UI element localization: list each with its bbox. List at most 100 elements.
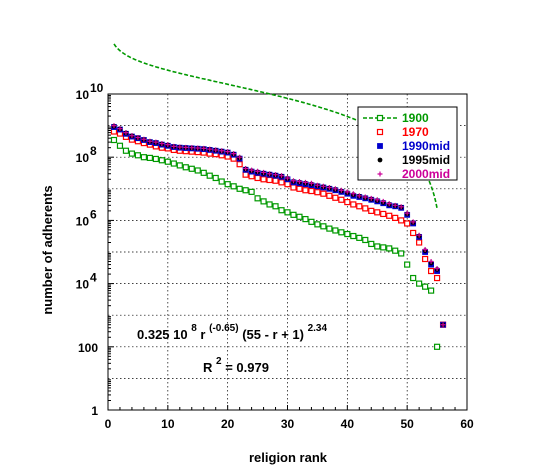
- y-tick-exponent: 8: [90, 144, 97, 158]
- data-point: [356, 203, 363, 210]
- data-point: [380, 198, 386, 204]
- data-point: [230, 183, 237, 190]
- data-point: [195, 145, 201, 151]
- fit-curve-layer: [113, 43, 438, 209]
- data-point: [260, 198, 267, 205]
- data-point: [422, 283, 429, 290]
- data-point: [200, 169, 207, 176]
- data-point: [141, 136, 147, 142]
- data-point: [433, 343, 441, 350]
- data-point: [428, 287, 435, 294]
- data-point: [368, 195, 374, 201]
- data-point: [338, 229, 345, 236]
- data-point: [344, 189, 350, 195]
- data-point: [159, 141, 165, 147]
- data-point: [422, 255, 429, 263]
- data-point: [183, 144, 189, 150]
- x-tick-label: 60: [460, 417, 474, 431]
- data-point: [278, 207, 285, 214]
- data-point: [207, 146, 213, 152]
- data-point: [434, 266, 440, 272]
- data-point: [147, 138, 153, 144]
- data-point: [326, 225, 333, 232]
- legend-label: 1900: [402, 111, 429, 125]
- data-point: [314, 221, 321, 228]
- data-point: [368, 207, 375, 214]
- data-point: [255, 168, 261, 174]
- fit-formula-r: r: [200, 327, 205, 342]
- data-point: [422, 246, 428, 252]
- data-point: [296, 179, 302, 185]
- data-point: [225, 149, 231, 155]
- data-point: [302, 215, 309, 223]
- data-point: [440, 322, 446, 328]
- data-point: [218, 178, 225, 185]
- data-point: [398, 204, 404, 210]
- data-point: [308, 218, 315, 225]
- data-point: [248, 188, 255, 195]
- legend-label: 2000mid: [402, 167, 450, 181]
- r-squared-value: = 0.979: [225, 360, 269, 375]
- data-point: [356, 234, 363, 241]
- x-tick-label: 20: [221, 417, 235, 431]
- legend-label: 1995mid: [402, 153, 450, 167]
- data-point: [308, 180, 314, 186]
- data-point: [284, 209, 291, 216]
- data-point: [356, 193, 362, 199]
- data-point: [404, 210, 410, 216]
- legend-marker: [377, 143, 383, 149]
- data-point: [296, 185, 303, 192]
- data-point: [129, 133, 135, 139]
- legend-marker: [377, 171, 383, 177]
- data-point: [350, 232, 357, 240]
- y-tick-exponent: 10: [90, 81, 104, 95]
- data-point: [416, 232, 422, 238]
- data-point: [428, 267, 435, 275]
- data-point: [290, 184, 297, 191]
- data-point: [213, 147, 219, 153]
- data-point: [134, 152, 142, 159]
- data-point: [344, 230, 351, 238]
- data-point: [273, 172, 279, 178]
- x-tick-label: 30: [281, 417, 295, 431]
- y-tick-label: 1: [91, 404, 98, 418]
- data-point: [272, 203, 279, 210]
- x-axis-title: religion rank: [249, 450, 328, 465]
- data-point: [266, 176, 273, 184]
- fit-formula-coef-exp: 8: [191, 323, 197, 334]
- data-point: [165, 142, 171, 148]
- data-point: [332, 194, 339, 201]
- fit-formula-r-exp: (-0.65): [209, 323, 238, 334]
- r-squared-r: R: [203, 360, 213, 375]
- data-point: [386, 201, 392, 207]
- data-point: [242, 187, 249, 194]
- data-point: [224, 181, 231, 188]
- data-point: [237, 154, 243, 160]
- data-point: [428, 259, 434, 265]
- data-point: [374, 243, 381, 250]
- data-point: [410, 274, 417, 282]
- data-point: [374, 197, 380, 203]
- data-point: [392, 214, 399, 221]
- data-point: [392, 247, 399, 254]
- y-tick-label: 10: [76, 278, 90, 292]
- data-point: [433, 274, 441, 282]
- data-points-layer: [110, 123, 447, 350]
- series-1900: [110, 136, 441, 350]
- legend-marker: [376, 114, 384, 122]
- data-point: [116, 142, 124, 149]
- data-point: [284, 181, 291, 188]
- data-point: [416, 280, 423, 287]
- data-point: [279, 173, 285, 179]
- data-point: [260, 176, 267, 183]
- legend-marker: [377, 157, 383, 163]
- data-point: [266, 201, 273, 208]
- x-tick-label: 50: [400, 417, 414, 431]
- data-point: [320, 223, 327, 230]
- data-point: [267, 171, 273, 177]
- data-point: [320, 190, 327, 197]
- legend-label: 1970: [402, 125, 429, 139]
- y-axis-title: number of adherents: [40, 185, 55, 314]
- data-point: [314, 182, 320, 188]
